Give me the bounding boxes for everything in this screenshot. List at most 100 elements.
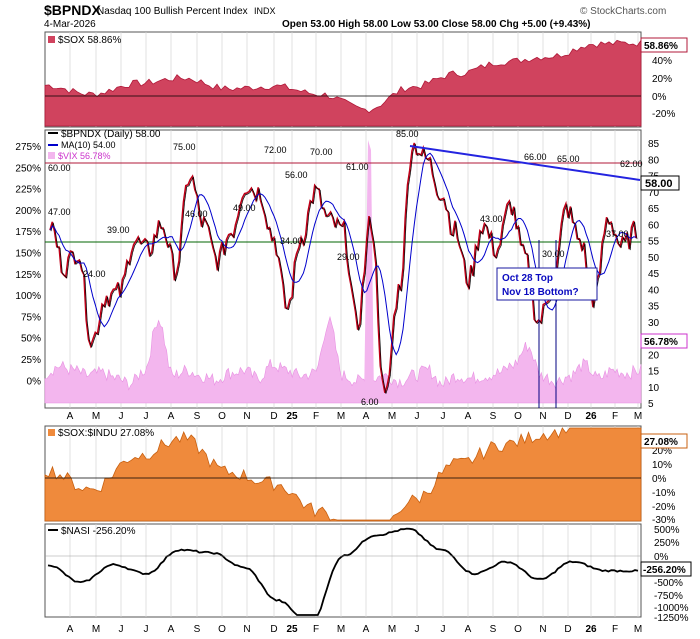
point-label: 75.00 bbox=[173, 142, 196, 152]
x-tick-label: M bbox=[634, 411, 642, 422]
x-tick-label: F bbox=[313, 624, 319, 635]
legend-bp: $BPNDX (Daily) 58.00 bbox=[61, 129, 161, 140]
ytick-label: -20% bbox=[652, 109, 675, 120]
left-tick-label: 0% bbox=[27, 376, 42, 387]
right-tick-label: 65 bbox=[648, 204, 660, 215]
nasi-line bbox=[47, 527, 639, 616]
point-label: 34.00 bbox=[280, 236, 303, 246]
point-label: 39.00 bbox=[107, 225, 130, 235]
x-tick-label: J bbox=[144, 624, 149, 635]
ytick-label: -1000% bbox=[654, 603, 689, 614]
left-tick-label: 275% bbox=[15, 142, 41, 153]
x-tick-label: D bbox=[564, 411, 571, 422]
x-tick-label: F bbox=[612, 624, 618, 635]
x-tick-label: M bbox=[388, 624, 396, 635]
x-tick-label: N bbox=[539, 624, 546, 635]
ytick-label: -20% bbox=[652, 502, 675, 513]
x-tick-label: M bbox=[337, 624, 345, 635]
vix-area bbox=[44, 315, 642, 404]
x-tick-label: O bbox=[218, 411, 226, 422]
right-tick-label: 30 bbox=[648, 318, 660, 329]
panel-frame-2 bbox=[44, 129, 642, 409]
ytick-label: 0% bbox=[652, 474, 667, 485]
right-tick-label: 55 bbox=[648, 237, 660, 248]
vix-spike bbox=[364, 140, 374, 403]
x-tick-label: S bbox=[490, 411, 497, 422]
right-tick-label: 20 bbox=[648, 350, 660, 361]
ratio-area bbox=[44, 427, 642, 522]
legend-ma: MA(10) 54.00 bbox=[61, 140, 116, 150]
x-tick-label: O bbox=[514, 624, 522, 635]
x-tick-label: F bbox=[612, 411, 618, 422]
right-tick-label: 10 bbox=[648, 383, 660, 394]
point-label: 61.00 bbox=[346, 162, 369, 172]
x-tick-label: 25 bbox=[286, 624, 298, 635]
legend-nasi: $NASI -256.20% bbox=[61, 526, 136, 537]
ytick-label: -750% bbox=[654, 591, 683, 602]
point-label: 47.00 bbox=[48, 207, 71, 217]
x-tick-label: 26 bbox=[585, 624, 597, 635]
right-tick-label: 85 bbox=[648, 139, 660, 150]
ytick-label: 0% bbox=[652, 92, 667, 103]
watermark: © StockCharts.com bbox=[580, 6, 666, 17]
left-tick-label: 25% bbox=[21, 355, 41, 366]
x-tick-label: D bbox=[270, 411, 277, 422]
legend-sox: $SOX 58.86% bbox=[58, 35, 121, 46]
x-tick-label: 26 bbox=[585, 411, 597, 422]
x-tick-label: M bbox=[92, 624, 100, 635]
right-tick-label: 60 bbox=[648, 220, 660, 231]
last-value-box bbox=[640, 333, 688, 349]
x-tick-label: A bbox=[363, 624, 370, 635]
x-tick-label: J bbox=[144, 411, 149, 422]
x-tick-label: J bbox=[119, 624, 124, 635]
legend-ratio: $SOX:$INDU 27.08% bbox=[58, 428, 154, 439]
point-label: 72.00 bbox=[264, 145, 287, 155]
point-label: 56.00 bbox=[285, 170, 308, 180]
right-tick-label: 80 bbox=[648, 155, 660, 166]
left-tick-label: 75% bbox=[21, 312, 41, 323]
point-label: 49.00 bbox=[233, 203, 256, 213]
annotation-box bbox=[496, 267, 598, 301]
ohlc-readout: Open 53.00 High 58.00 Low 53.00 Close 58… bbox=[282, 19, 590, 30]
last-value-sox: 58.86% bbox=[644, 41, 678, 52]
sox-area bbox=[44, 39, 642, 127]
x-tick-label: O bbox=[514, 411, 522, 422]
right-tick-label: 15 bbox=[648, 367, 660, 378]
last-value-nasi: -256.20% bbox=[643, 565, 686, 576]
left-tick-label: 150% bbox=[15, 249, 41, 260]
left-tick-label: 50% bbox=[21, 334, 41, 345]
last-value-vix: 56.78% bbox=[644, 337, 678, 348]
index-name: Nasdaq 100 Bullish Percent Index bbox=[97, 6, 248, 17]
left-tick-label: 200% bbox=[15, 206, 41, 217]
ytick-label: 40% bbox=[652, 56, 672, 67]
x-tick-label: J bbox=[119, 411, 124, 422]
x-tick-label: D bbox=[564, 624, 571, 635]
annotation-line-2: Nov 18 Bottom? bbox=[502, 287, 579, 298]
x-tick-label: J bbox=[415, 411, 420, 422]
x-axis: A M J J A S O N D 25 F M A M J J A S O N D 26 F M A M J J A S O N D 25 F M A… bbox=[67, 411, 643, 635]
point-label: 37.00 bbox=[606, 229, 629, 239]
last-value-bp: 58.00 bbox=[645, 178, 673, 190]
x-tick-label: A bbox=[168, 411, 175, 422]
right-tick-label: 35 bbox=[648, 302, 660, 313]
x-tick-label: D bbox=[270, 624, 277, 635]
annotation-line-1: Oct 28 Top bbox=[502, 273, 553, 284]
point-label: 46.00 bbox=[185, 209, 208, 219]
left-tick-label: 250% bbox=[15, 163, 41, 174]
x-tick-label: A bbox=[168, 624, 175, 635]
point-label: 60.00 bbox=[48, 163, 71, 173]
last-value-box bbox=[640, 37, 688, 53]
x-tick-label: S bbox=[194, 624, 201, 635]
exchange-label: INDX bbox=[254, 6, 276, 16]
point-label: 66.00 bbox=[524, 152, 547, 162]
x-tick-label: M bbox=[337, 411, 345, 422]
ytick-label: -10% bbox=[652, 488, 675, 499]
legend-swatch-ratio bbox=[48, 429, 55, 436]
point-label: 29.00 bbox=[337, 252, 360, 262]
date-label: 4-Mar-2026 bbox=[44, 19, 96, 30]
ytick-label: 500% bbox=[654, 525, 680, 536]
x-tick-label: M bbox=[634, 624, 642, 635]
legend-swatch-sox bbox=[48, 36, 55, 43]
x-tick-label: J bbox=[415, 624, 420, 635]
